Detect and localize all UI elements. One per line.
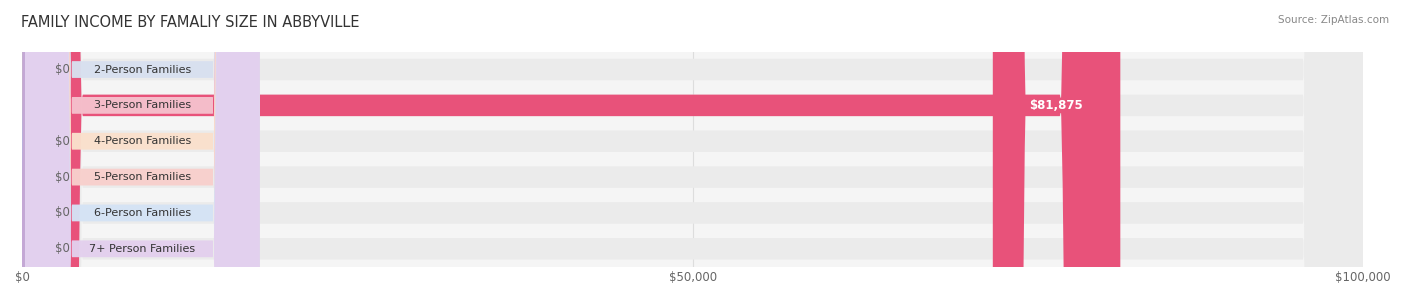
FancyBboxPatch shape bbox=[25, 0, 260, 305]
FancyBboxPatch shape bbox=[22, 0, 1364, 305]
FancyBboxPatch shape bbox=[21, 0, 42, 305]
Text: $0: $0 bbox=[55, 63, 69, 76]
Text: 4-Person Families: 4-Person Families bbox=[94, 136, 191, 146]
Text: 7+ Person Families: 7+ Person Families bbox=[90, 244, 195, 254]
Text: 3-Person Families: 3-Person Families bbox=[94, 100, 191, 110]
Text: $0: $0 bbox=[55, 242, 69, 255]
FancyBboxPatch shape bbox=[22, 0, 1364, 305]
Bar bbox=[22, 52, 1364, 88]
FancyBboxPatch shape bbox=[21, 0, 42, 305]
FancyBboxPatch shape bbox=[25, 0, 260, 305]
Text: 2-Person Families: 2-Person Families bbox=[94, 65, 191, 74]
Bar bbox=[22, 123, 1364, 159]
FancyBboxPatch shape bbox=[25, 0, 260, 305]
FancyBboxPatch shape bbox=[21, 0, 42, 305]
Text: FAMILY INCOME BY FAMALIY SIZE IN ABBYVILLE: FAMILY INCOME BY FAMALIY SIZE IN ABBYVIL… bbox=[21, 15, 360, 30]
Text: 6-Person Families: 6-Person Families bbox=[94, 208, 191, 218]
Text: Source: ZipAtlas.com: Source: ZipAtlas.com bbox=[1278, 15, 1389, 25]
Text: $81,875: $81,875 bbox=[1029, 99, 1084, 112]
FancyBboxPatch shape bbox=[22, 0, 1364, 305]
FancyBboxPatch shape bbox=[22, 0, 1121, 305]
Text: $0: $0 bbox=[55, 135, 69, 148]
Text: $0: $0 bbox=[55, 206, 69, 220]
FancyBboxPatch shape bbox=[22, 0, 1364, 305]
Bar bbox=[22, 88, 1364, 123]
FancyBboxPatch shape bbox=[22, 0, 1364, 305]
Bar bbox=[22, 231, 1364, 267]
FancyBboxPatch shape bbox=[25, 0, 260, 305]
FancyBboxPatch shape bbox=[21, 0, 42, 305]
FancyBboxPatch shape bbox=[993, 0, 1121, 305]
Bar bbox=[22, 159, 1364, 195]
Text: 5-Person Families: 5-Person Families bbox=[94, 172, 191, 182]
FancyBboxPatch shape bbox=[21, 0, 42, 305]
Text: $0: $0 bbox=[55, 170, 69, 184]
Bar bbox=[22, 195, 1364, 231]
FancyBboxPatch shape bbox=[25, 0, 260, 305]
FancyBboxPatch shape bbox=[25, 0, 260, 305]
FancyBboxPatch shape bbox=[22, 0, 1364, 305]
